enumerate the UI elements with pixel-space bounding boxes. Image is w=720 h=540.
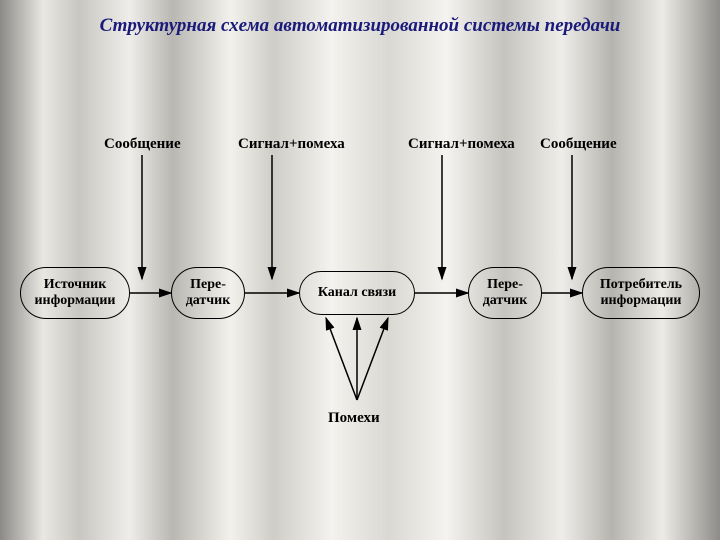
label-noise: Помехи: [328, 410, 380, 427]
label-signal-left: Сигнал+помеха: [238, 136, 345, 153]
page-title: Структурная схема автоматизированной сис…: [0, 15, 720, 37]
node-source-text: Источник информации: [21, 277, 129, 309]
node-rx-text: Пере-датчик: [483, 277, 528, 309]
node-tx-text: Пере-датчик: [186, 277, 231, 309]
node-consumer: Потребитель информации: [582, 267, 700, 319]
node-channel: Канал связи: [299, 271, 415, 315]
label-message-left: Сообщение: [104, 136, 181, 153]
node-source: Источник информации: [20, 267, 130, 319]
label-message-right: Сообщение: [540, 136, 617, 153]
label-signal-right: Сигнал+помеха: [408, 136, 515, 153]
node-rx: Пере-датчик: [468, 267, 542, 319]
node-channel-text: Канал связи: [318, 285, 396, 301]
node-tx: Пере-датчик: [171, 267, 245, 319]
node-consumer-text: Потребитель информации: [583, 277, 699, 309]
